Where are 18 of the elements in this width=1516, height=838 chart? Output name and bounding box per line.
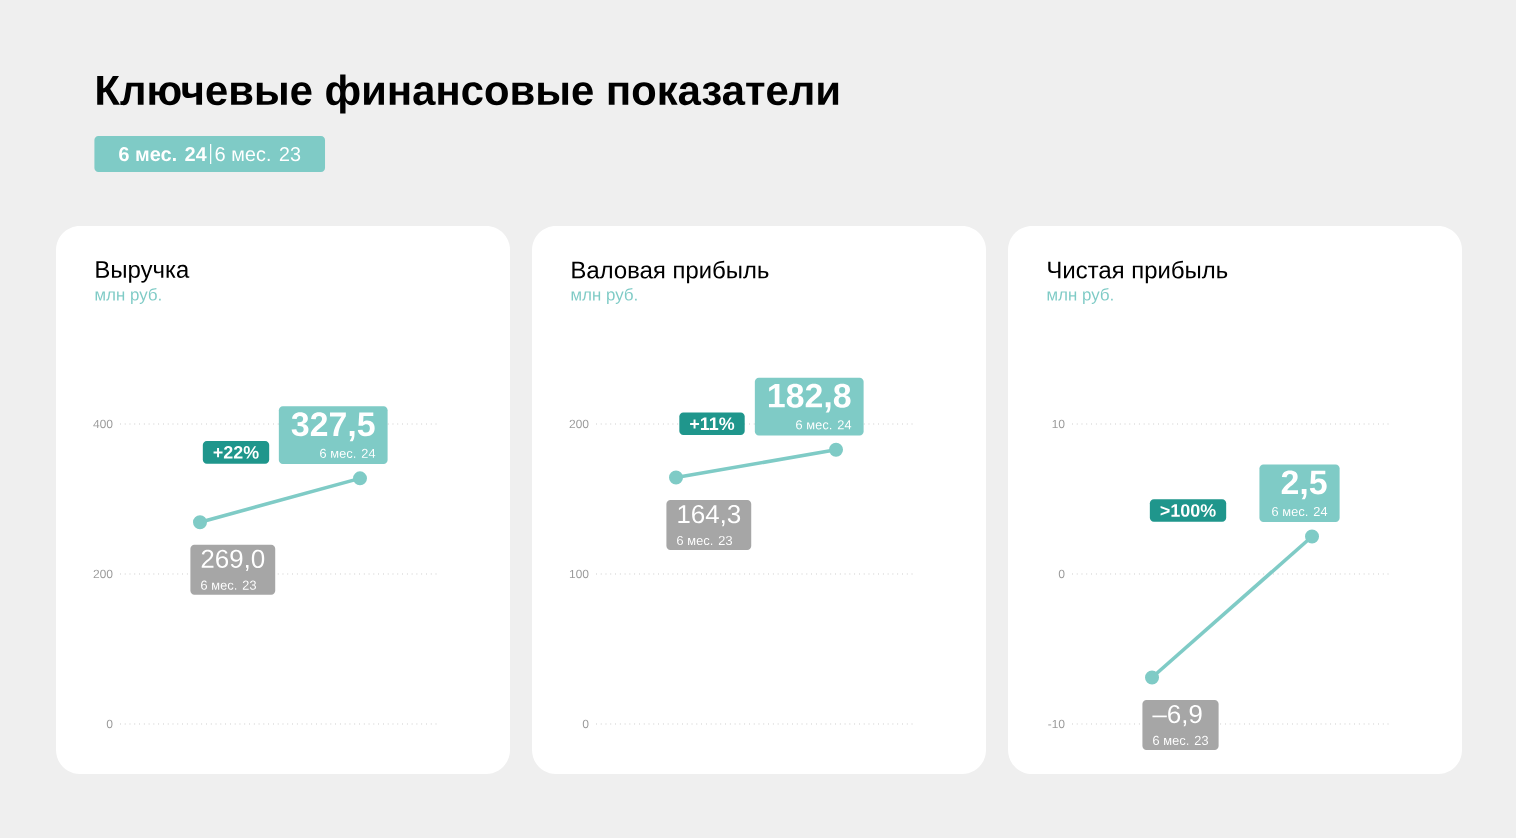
text: Ключевые финансовые показатели [97, 74, 839, 114]
chart-title: Валовая прибыль [572, 260, 769, 284]
chart-subtitle: млн руб. [1047, 288, 1113, 304]
annotation: +11% [690, 417, 735, 431]
data-label: 164,3 [678, 504, 741, 527]
text: 6 мес. 24 [119, 147, 207, 162]
chart-title: Выручка [96, 261, 190, 283]
data-label: 327,5 [291, 412, 375, 442]
annotation: +22% [213, 446, 259, 459]
data-label: 182,8 [768, 383, 851, 413]
text: 6 мес. 23 [215, 147, 301, 162]
chart-subtitle: млн руб. [571, 288, 637, 304]
data-label: –6,9 [1152, 704, 1202, 727]
chart-subtitle: млн руб. [95, 288, 161, 304]
data-label: 269,0 [201, 549, 265, 572]
data-label: 2,5 [1281, 470, 1327, 500]
annotation: >100% [1160, 504, 1216, 517]
chart-title: Чистая прибыль [1048, 260, 1228, 284]
